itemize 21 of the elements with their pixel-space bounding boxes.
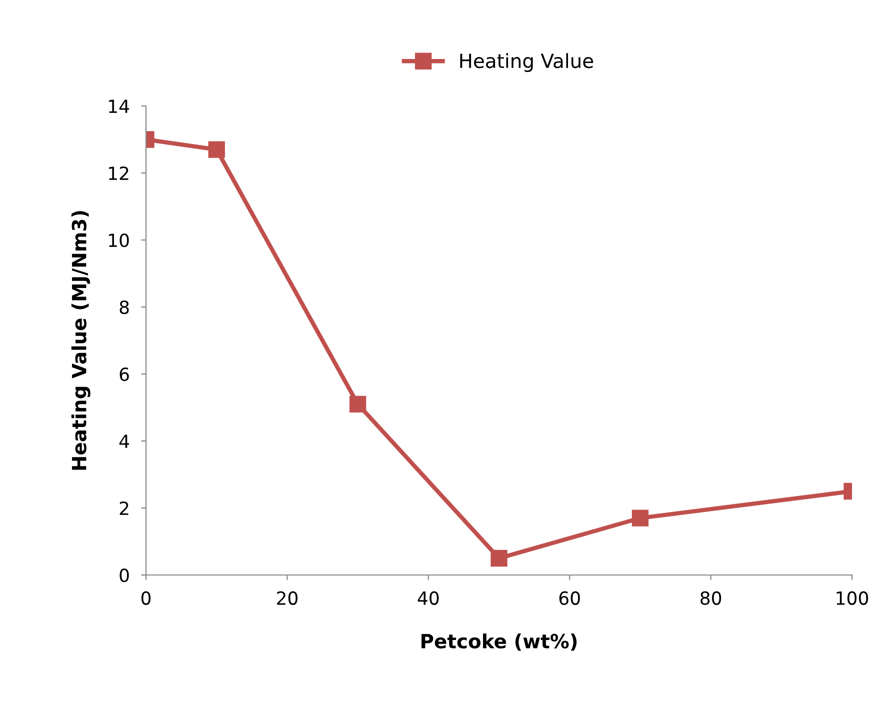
x-tick-label: 60: [559, 591, 580, 605]
y-axis-title: Heating Value (MJ/Nm3): [71, 211, 90, 470]
point: [632, 510, 649, 526]
y-tick-label: 0: [120, 568, 129, 582]
y-tick-label: 12: [109, 166, 128, 180]
legend-label: Heating Value: [460, 53, 594, 72]
x-axis-title: Petcoke (wt%): [422, 633, 577, 651]
x-tick-label: 0: [141, 591, 151, 605]
point: [490, 550, 508, 567]
y-tick-label: 14: [109, 100, 130, 113]
x-tick-label: 40: [418, 591, 439, 605]
y-tick-label: 6: [120, 367, 129, 382]
y-tick-label: 8: [120, 300, 129, 314]
y-tick-label: 10: [109, 233, 129, 248]
y-tick-label: 4: [119, 434, 130, 448]
x-tick-label: 100: [836, 591, 868, 605]
y-tick-label: 2: [120, 501, 128, 515]
point: [208, 141, 225, 158]
point: [349, 396, 366, 412]
x-tick-label: 20: [277, 591, 298, 605]
x-tick-label: 80: [700, 591, 722, 605]
